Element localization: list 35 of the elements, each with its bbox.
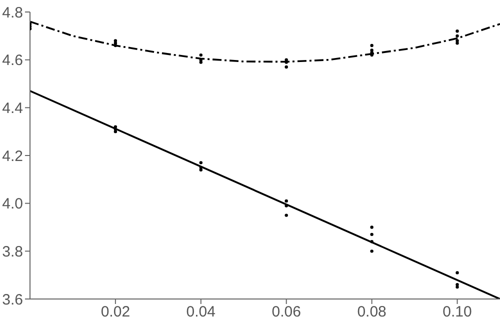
x-tick-label: 0.08 [357, 304, 386, 321]
point [284, 199, 288, 203]
y-tick-label: 3.6 [2, 291, 23, 308]
point [284, 58, 288, 62]
point [199, 161, 203, 164]
x-tick-label: 0.02 [100, 304, 130, 321]
point [370, 48, 374, 52]
y-tick-label: 4.0 [2, 196, 23, 213]
point [114, 39, 118, 42]
point [370, 232, 374, 236]
point [456, 271, 459, 274]
y-tick-label: 3.8 [2, 243, 23, 260]
x-tick-label: 0.10 [442, 304, 472, 321]
point [370, 250, 374, 253]
point [456, 39, 459, 42]
point [456, 285, 459, 289]
y-tick-label: 4.8 [2, 4, 23, 22]
x-tick-label: 0.06 [272, 304, 301, 321]
point [370, 44, 374, 48]
point [456, 30, 459, 33]
point [370, 226, 374, 229]
point [370, 240, 374, 244]
line-series [30, 20, 500, 63]
point [284, 204, 288, 208]
y-tick-label: 4.4 [2, 100, 23, 117]
point [456, 283, 459, 286]
y-tick-label: 4.6 [2, 52, 23, 70]
point [284, 65, 288, 69]
point [199, 53, 203, 57]
point [456, 34, 459, 38]
x-tick-label: 0.04 [186, 304, 216, 321]
point [199, 166, 203, 170]
y-tick-label: 4.2 [2, 148, 23, 165]
point [114, 125, 118, 128]
point [284, 214, 288, 217]
